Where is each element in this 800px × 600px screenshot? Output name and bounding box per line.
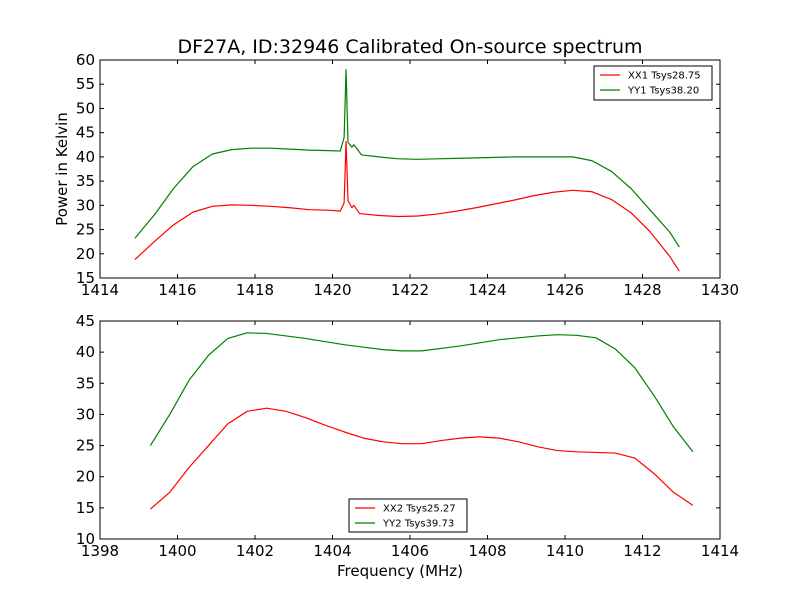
x-tick-label: 1414	[81, 281, 119, 299]
x-tick-label: 1402	[236, 542, 274, 560]
y-tick-label: 35	[76, 374, 95, 392]
x-tick-label: 1428	[623, 281, 661, 299]
x-axis-label: Frequency (MHz)	[337, 562, 463, 580]
chart-title: DF27A, ID:32946 Calibrated On-source spe…	[177, 36, 642, 58]
legend-label: XX2 Tsys25.27	[383, 504, 456, 515]
y-tick-label: 45	[76, 312, 95, 330]
y-tick-label: 15	[76, 499, 95, 517]
y-tick-label: 25	[76, 437, 95, 455]
y-tick-label: 10	[76, 530, 95, 548]
x-tick-label: 1412	[623, 542, 661, 560]
x-tick-label: 1424	[468, 281, 506, 299]
y-tick-label: 30	[76, 405, 95, 423]
y-tick-label: 25	[76, 221, 95, 239]
y-axis-label: Power in Kelvin	[53, 112, 71, 226]
plot-2: 1398 1400 1402 1404 1406 1408 1410 1412 1414 10 15…	[76, 312, 739, 580]
y-tick-label: 35	[76, 172, 95, 190]
series-line-xx2	[149, 407, 694, 510]
y-tick-label: 30	[76, 196, 95, 214]
legend-box	[348, 498, 468, 533]
x-tick-label: 1410	[546, 542, 584, 560]
x-tick-label: 1430	[701, 281, 739, 299]
legend: XX1 Tsys28.75 YY1 Tsys38.20	[593, 65, 713, 101]
plot-1: 1414 1416 1418 1420 1422 1424 1426 1428 1430 15 20…	[53, 51, 739, 299]
series-line-yy1	[134, 69, 680, 248]
y-tick-label: 15	[76, 269, 95, 287]
legend-label: YY2 Tsys39.73	[382, 519, 454, 530]
y-tick-label: 40	[76, 148, 95, 166]
series-line-yy2	[149, 332, 694, 453]
x-tick-label: 1416	[158, 281, 196, 299]
x-tick-label: 1404	[313, 542, 351, 560]
x-tick-label: 1426	[546, 281, 584, 299]
plots: 1414 1416 1418 1420 1422 1424 1426 1428 1430 15 20…	[53, 51, 739, 580]
x-tick-label: 1406	[391, 542, 429, 560]
legend-label: YY1 Tsys38.20	[627, 86, 699, 97]
legend: XX2 Tsys25.27 YY2 Tsys39.73	[348, 498, 468, 533]
x-tick-label: 1400	[158, 542, 196, 560]
y-tick-label: 60	[76, 51, 95, 69]
x-tick-label: 1418	[236, 281, 274, 299]
y-tick-label: 45	[76, 124, 95, 142]
x-tick-label: 1414	[701, 542, 739, 560]
y-tick-label: 20	[76, 468, 95, 486]
y-tick-label: 40	[76, 343, 95, 361]
x-tick-label: 1420	[313, 281, 351, 299]
y-tick-label: 50	[76, 99, 95, 117]
y-tick-label: 55	[76, 75, 95, 93]
y-tick-label: 20	[76, 245, 95, 263]
series-line-xx1	[134, 140, 680, 272]
x-tick-label: 1422	[391, 281, 429, 299]
legend-label: XX1 Tsys28.75	[628, 71, 701, 82]
x-tick-label: 1408	[468, 542, 506, 560]
legend-box	[593, 65, 713, 101]
x-tick-label: 1398	[81, 542, 119, 560]
